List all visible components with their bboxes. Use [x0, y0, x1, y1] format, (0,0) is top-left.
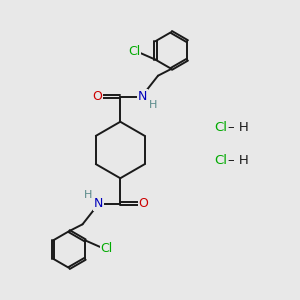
Text: – H: – H — [228, 121, 249, 134]
Text: Cl: Cl — [214, 154, 227, 167]
Text: Cl: Cl — [128, 45, 140, 58]
Text: O: O — [92, 90, 102, 103]
Text: O: O — [138, 197, 148, 210]
Text: H: H — [149, 100, 157, 110]
Text: N: N — [138, 90, 147, 103]
Text: N: N — [94, 197, 103, 210]
Text: Cl: Cl — [214, 121, 227, 134]
Text: H: H — [83, 190, 92, 200]
Text: – H: – H — [228, 154, 249, 167]
Text: Cl: Cl — [100, 242, 112, 255]
